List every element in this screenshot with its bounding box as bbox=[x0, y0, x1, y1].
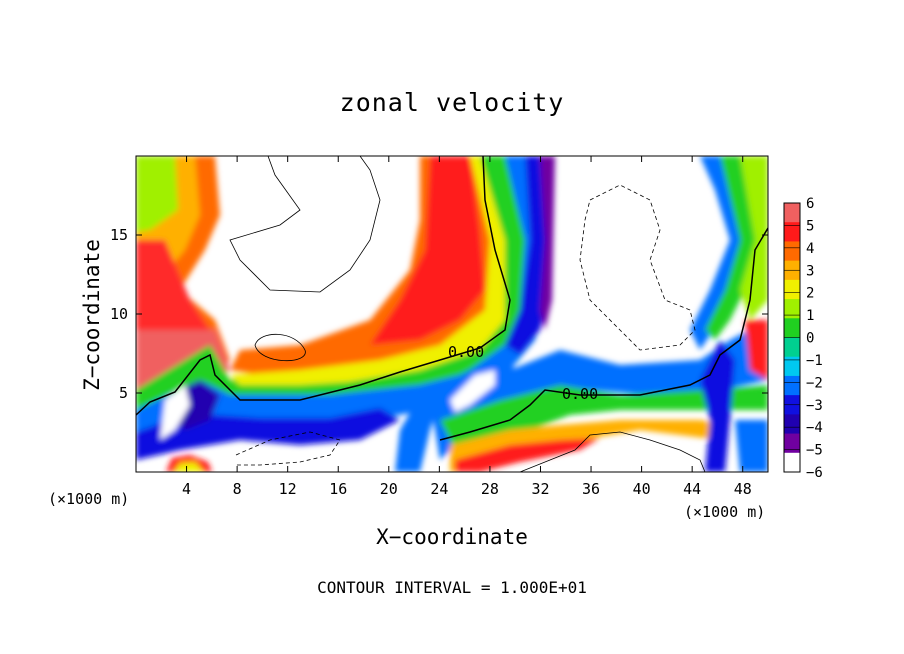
x-tick-label: 20 bbox=[380, 480, 398, 498]
colorbar-label: −1 bbox=[806, 353, 823, 369]
colorbar-swatch bbox=[784, 222, 800, 242]
x-tick-label: 48 bbox=[734, 480, 752, 498]
colorbar-label: −2 bbox=[806, 375, 823, 391]
colorbar-label: 2 bbox=[806, 286, 814, 302]
colorbar-swatch bbox=[784, 433, 800, 454]
colorbar-label: 0 bbox=[806, 331, 814, 347]
field-layer-blur bbox=[136, 156, 768, 472]
colorbar-swatch bbox=[784, 241, 800, 262]
colorbar-label: 1 bbox=[806, 308, 814, 324]
x-tick-label: 12 bbox=[279, 480, 297, 498]
y-tick-label: 10 bbox=[110, 305, 128, 323]
colorbar-swatch bbox=[784, 279, 800, 300]
y-tick-label: 15 bbox=[110, 226, 128, 244]
colorbar-label: 4 bbox=[806, 241, 814, 257]
x-tick-label: 36 bbox=[582, 480, 600, 498]
colorbar-label: −6 bbox=[806, 465, 823, 481]
x-tick-label: 16 bbox=[329, 480, 347, 498]
zero-contour-left bbox=[136, 156, 511, 416]
field-layer bbox=[136, 156, 768, 472]
x-axis-label: X−coordinate bbox=[376, 525, 528, 549]
x-tick-label: 40 bbox=[633, 480, 651, 498]
contour-label-1: 0.00 bbox=[448, 343, 484, 361]
dashed-contour-right bbox=[579, 184, 696, 351]
colorbar-swatch bbox=[784, 375, 800, 396]
colorbar-swatch bbox=[784, 337, 800, 358]
x-multiplier-right: (×1000 m) bbox=[684, 503, 766, 521]
colorbar-swatch bbox=[784, 318, 800, 338]
x-tick-label: 28 bbox=[481, 480, 499, 498]
thin-contour-ellipse bbox=[254, 333, 306, 362]
x-tick-label: 44 bbox=[683, 480, 701, 498]
colorbar-label: −5 bbox=[806, 443, 823, 459]
colorbar-label: −4 bbox=[806, 420, 823, 436]
chart-title: zonal velocity bbox=[339, 88, 565, 117]
colorbar-swatch bbox=[784, 452, 800, 473]
x-multiplier-left: (×1000 m) bbox=[48, 490, 130, 508]
y-tick-label: 5 bbox=[119, 384, 128, 402]
x-tick-label: 24 bbox=[430, 480, 448, 498]
zero-contour-right bbox=[439, 227, 768, 441]
thin-contour-upper bbox=[229, 156, 381, 293]
colorbar-label: −3 bbox=[806, 398, 823, 414]
x-tick-label: 32 bbox=[531, 480, 549, 498]
colorbar-swatch bbox=[784, 299, 800, 319]
contour-label-2: 0.00 bbox=[562, 385, 598, 403]
colorbar-label: 6 bbox=[806, 196, 814, 212]
dashed-contour-lower bbox=[235, 431, 341, 466]
colorbar-swatch bbox=[784, 356, 800, 377]
contour-lines bbox=[136, 156, 768, 472]
colorbar-swatch bbox=[784, 203, 800, 223]
colorbar: 6 5 4 3 2 1 0 −1 −2 −3 −4 −5 −6 bbox=[783, 196, 823, 481]
colorbar-swatch bbox=[784, 414, 800, 435]
x-tick-label: 4 bbox=[182, 480, 191, 498]
x-tick-label: 8 bbox=[233, 480, 242, 498]
colorbar-label: 5 bbox=[806, 218, 814, 234]
contour-interval-note: CONTOUR INTERVAL = 1.000E+01 bbox=[317, 578, 587, 597]
thin-contour-lower bbox=[519, 431, 706, 472]
colorbar-label: 3 bbox=[806, 263, 814, 279]
